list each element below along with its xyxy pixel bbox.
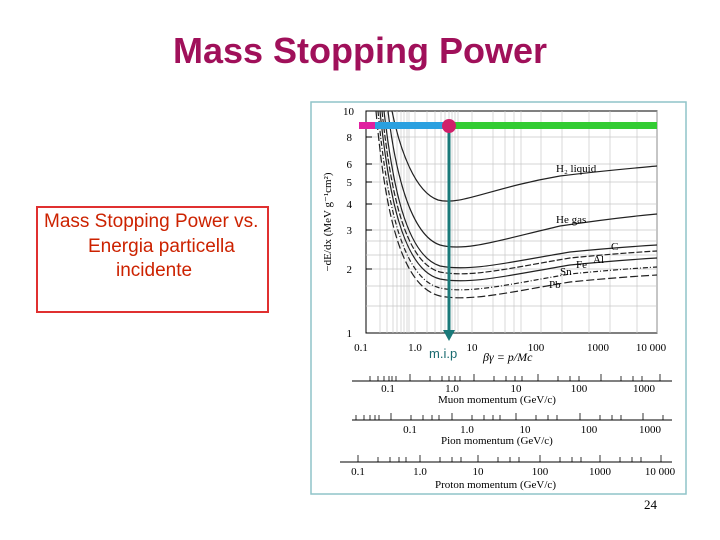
description-line-2: Energia particella bbox=[88, 236, 235, 257]
muon-tick-label: 10 bbox=[511, 383, 523, 395]
pion-scale: 0.1 1.0 10 100 1000 Pion momentum (GeV/c… bbox=[352, 413, 672, 447]
y-tick-label: 5 bbox=[347, 177, 353, 189]
x-tick-label: 1.0 bbox=[408, 342, 422, 354]
figure-frame bbox=[310, 101, 687, 495]
y-axis-label: −dE/dx (MeV g⁻¹cm²) bbox=[322, 172, 334, 271]
pion-tick-label: 1.0 bbox=[460, 424, 474, 436]
y-tick-label: 1 bbox=[347, 328, 353, 340]
y-tick-label: 10 bbox=[343, 106, 355, 118]
y-tick-label: 2 bbox=[347, 264, 353, 276]
curve-c bbox=[383, 110, 658, 269]
muon-scale-label: Muon momentum (GeV/c) bbox=[438, 394, 556, 406]
proton-tick-label: 1.0 bbox=[413, 466, 427, 478]
x-tick-label: 100 bbox=[528, 342, 545, 354]
mip-dot bbox=[442, 119, 456, 133]
description-line-3: incidente bbox=[116, 260, 193, 281]
grid-vertical bbox=[379, 111, 658, 333]
curves bbox=[375, 110, 658, 299]
proton-tick-label: 100 bbox=[532, 466, 549, 478]
x-axis-label: βγ = p/Mc bbox=[482, 350, 533, 364]
muon-tick-label: 1.0 bbox=[445, 383, 459, 395]
y-tick-label: 8 bbox=[347, 132, 353, 144]
x-tick-labels: 0.1 1.0 10 100 1000 10 000 bbox=[354, 342, 667, 354]
muon-scale: 0.1 1.0 10 100 1000 Muon momentum (GeV/c… bbox=[352, 374, 672, 406]
curve-sn bbox=[377, 110, 658, 291]
x-tick-label: 10 bbox=[467, 342, 479, 354]
curve-label-fe: Fe bbox=[576, 259, 587, 271]
proton-tick-label: 1000 bbox=[589, 466, 612, 478]
proton-scale-label: Proton momentum (GeV/c) bbox=[435, 479, 556, 491]
y-tick-label: 6 bbox=[347, 159, 353, 171]
curve-labels: H₂ liquid He gas C Al Fe Sn Pb bbox=[549, 163, 618, 291]
mip-arrow-head bbox=[443, 330, 455, 341]
y-tick-label: 4 bbox=[347, 199, 353, 211]
curve-label-sn: Sn bbox=[560, 266, 572, 278]
x-tick-label: 10 000 bbox=[636, 342, 667, 354]
pion-tick-label: 1000 bbox=[639, 424, 662, 436]
slide-title: Mass Stopping Power bbox=[172, 30, 548, 71]
y-tick-label: 3 bbox=[347, 225, 353, 237]
y-tick-labels: 1 2 3 4 5 6 8 10 bbox=[343, 106, 355, 340]
curve-h2-liquid bbox=[391, 110, 658, 202]
mip-label: m.i.p bbox=[429, 346, 458, 361]
bar-magenta bbox=[359, 122, 377, 129]
muon-tick-label: 1000 bbox=[633, 383, 656, 395]
curve-he-gas bbox=[387, 110, 658, 248]
page-number: 24 bbox=[644, 497, 657, 512]
muon-tick-label: 0.1 bbox=[381, 383, 395, 395]
curve-label-pb: Pb bbox=[549, 279, 561, 291]
pion-tick-label: 0.1 bbox=[403, 424, 417, 436]
curve-label-al: Al bbox=[593, 254, 604, 266]
x-tick-label: 0.1 bbox=[354, 342, 368, 354]
pion-scale-label: Pion momentum (GeV/c) bbox=[441, 435, 553, 447]
muon-tick-label: 100 bbox=[571, 383, 588, 395]
pion-tick-label: 100 bbox=[581, 424, 598, 436]
curve-al bbox=[381, 110, 658, 275]
proton-tick-label: 10 bbox=[473, 466, 485, 478]
proton-scale: 0.1 1.0 10 100 1000 10 000 Proton moment… bbox=[340, 455, 676, 491]
bar-blue bbox=[375, 122, 449, 129]
x-tick-label: 1000 bbox=[587, 342, 610, 354]
curve-label-h2: H₂ liquid bbox=[556, 163, 597, 175]
proton-tick-label: 10 000 bbox=[645, 466, 676, 478]
curve-fe bbox=[379, 110, 658, 282]
description-line-1: Mass Stopping Power vs. bbox=[44, 211, 259, 232]
pion-tick-label: 10 bbox=[520, 424, 532, 436]
y-axis-ticks bbox=[366, 110, 372, 334]
proton-tick-label: 0.1 bbox=[351, 466, 365, 478]
curve-pb bbox=[375, 110, 658, 299]
curve-label-he: He gas bbox=[556, 214, 586, 226]
bar-green bbox=[449, 122, 657, 129]
description-box: Mass Stopping Power vs. Energia particel… bbox=[36, 206, 269, 313]
curve-label-c: C bbox=[611, 241, 618, 253]
